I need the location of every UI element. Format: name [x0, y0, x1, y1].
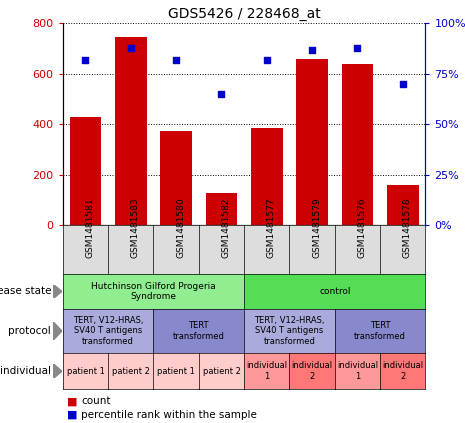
- Bar: [115, 37, 146, 225]
- Polygon shape: [53, 364, 62, 378]
- Bar: [206, 192, 237, 225]
- Text: disease state: disease state: [0, 286, 51, 297]
- Point: [354, 44, 361, 51]
- Text: individual
2: individual 2: [382, 362, 423, 381]
- Point: [308, 46, 316, 53]
- Text: protocol: protocol: [8, 326, 51, 336]
- Text: GSM1481576: GSM1481576: [358, 198, 366, 258]
- Text: ■: ■: [67, 396, 78, 406]
- Text: ■: ■: [67, 409, 78, 420]
- Point: [263, 56, 271, 63]
- Bar: [342, 64, 373, 225]
- Text: GSM1481579: GSM1481579: [312, 198, 321, 258]
- Bar: [70, 117, 101, 225]
- Text: GSM1481582: GSM1481582: [221, 198, 231, 258]
- Polygon shape: [53, 322, 62, 340]
- Text: GSM1481581: GSM1481581: [86, 198, 94, 258]
- Point: [127, 44, 134, 51]
- Text: GSM1481580: GSM1481580: [176, 198, 185, 258]
- Point: [218, 91, 225, 97]
- Bar: [296, 59, 328, 225]
- Text: patient 1: patient 1: [66, 367, 104, 376]
- Bar: [160, 131, 192, 225]
- Text: individual
1: individual 1: [337, 362, 378, 381]
- Point: [399, 80, 406, 87]
- Title: GDS5426 / 228468_at: GDS5426 / 228468_at: [168, 7, 320, 21]
- Text: TERT
transformed: TERT transformed: [173, 321, 225, 341]
- Text: count: count: [81, 396, 111, 406]
- Bar: [251, 128, 283, 225]
- Text: Hutchinson Gilford Progeria
Syndrome: Hutchinson Gilford Progeria Syndrome: [91, 282, 216, 301]
- Text: GSM1481583: GSM1481583: [131, 198, 140, 258]
- Text: patient 2: patient 2: [112, 367, 150, 376]
- Text: percentile rank within the sample: percentile rank within the sample: [81, 409, 257, 420]
- Text: GSM1481577: GSM1481577: [267, 198, 276, 258]
- Text: TERT, V12-HRAS,
SV40 T antigens
transformed: TERT, V12-HRAS, SV40 T antigens transfor…: [73, 316, 143, 346]
- Polygon shape: [53, 285, 62, 298]
- Text: GSM1481578: GSM1481578: [403, 198, 412, 258]
- Text: individual
1: individual 1: [246, 362, 287, 381]
- Text: patient 2: patient 2: [203, 367, 240, 376]
- Point: [82, 56, 89, 63]
- Text: individual
2: individual 2: [292, 362, 332, 381]
- Text: individual: individual: [0, 366, 51, 376]
- Text: TERT
transformed: TERT transformed: [354, 321, 406, 341]
- Text: TERT, V12-HRAS,
SV40 T antigens
transformed: TERT, V12-HRAS, SV40 T antigens transfor…: [254, 316, 325, 346]
- Point: [173, 56, 180, 63]
- Text: patient 1: patient 1: [157, 367, 195, 376]
- Text: control: control: [319, 287, 351, 296]
- Bar: [387, 185, 418, 225]
